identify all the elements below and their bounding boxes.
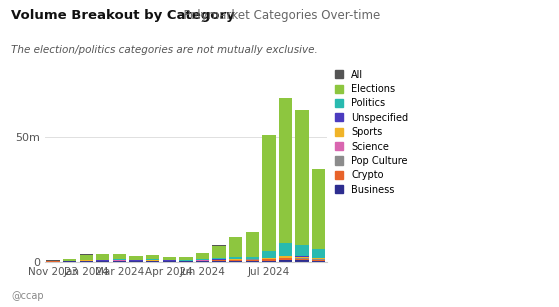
Bar	[279, 260, 292, 262]
Bar	[262, 259, 276, 261]
Text: The election/politics categories are not mutually exclusive.: The election/politics categories are not…	[11, 45, 318, 55]
Bar	[163, 261, 176, 262]
Bar	[146, 255, 159, 259]
Bar	[229, 257, 242, 259]
Bar	[229, 259, 242, 260]
Bar	[196, 259, 209, 260]
Bar	[296, 260, 309, 262]
Bar	[229, 260, 242, 261]
Bar	[130, 256, 143, 260]
Bar	[96, 261, 110, 262]
Bar	[262, 258, 276, 259]
Bar	[312, 249, 325, 258]
Legend: All, Elections, Politics, Unspecified, Sports, Science, Pop Culture, Crypto, Bus: All, Elections, Politics, Unspecified, S…	[335, 70, 408, 195]
Bar	[279, 98, 292, 243]
Bar	[79, 255, 93, 259]
Bar	[113, 261, 126, 262]
Bar	[212, 259, 226, 260]
Bar	[296, 258, 309, 259]
Bar	[262, 251, 276, 258]
Bar	[79, 259, 93, 260]
Bar	[279, 256, 292, 258]
Bar	[296, 110, 309, 245]
Bar	[245, 232, 259, 257]
Bar	[146, 259, 159, 260]
Bar	[296, 257, 309, 258]
Bar	[229, 261, 242, 262]
Bar	[196, 261, 209, 262]
Bar	[212, 260, 226, 261]
Bar	[296, 256, 309, 257]
Bar	[179, 261, 192, 262]
Bar	[212, 261, 226, 262]
Bar	[312, 258, 325, 259]
Bar	[312, 259, 325, 261]
Bar	[179, 257, 192, 260]
Bar	[229, 237, 242, 257]
Text: Polymarket Categories Over-time: Polymarket Categories Over-time	[176, 9, 380, 22]
Bar	[146, 261, 159, 262]
Bar	[96, 254, 110, 260]
Bar	[312, 261, 325, 262]
Bar	[262, 135, 276, 251]
Bar	[245, 260, 259, 261]
Bar	[312, 169, 325, 249]
Bar	[279, 258, 292, 260]
Bar	[63, 259, 76, 261]
Bar	[296, 259, 309, 260]
Bar	[262, 261, 276, 262]
Bar	[113, 254, 126, 259]
Bar	[79, 261, 93, 262]
Bar	[245, 261, 259, 262]
Bar	[245, 257, 259, 258]
Bar	[179, 260, 192, 261]
Text: @ccap: @ccap	[11, 291, 44, 301]
Bar	[196, 253, 209, 259]
Bar	[113, 259, 126, 260]
Bar	[130, 261, 143, 262]
Bar	[212, 246, 226, 258]
Bar	[296, 245, 309, 256]
Bar	[279, 243, 292, 256]
Bar	[212, 258, 226, 259]
Bar	[163, 257, 176, 260]
Text: Volume Breakout by Category: Volume Breakout by Category	[11, 9, 235, 22]
Bar	[245, 258, 259, 259]
